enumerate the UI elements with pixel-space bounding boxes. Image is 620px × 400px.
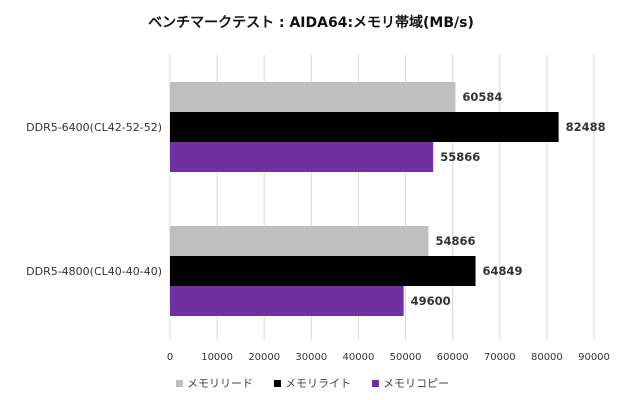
x-tick-label: 50000 bbox=[390, 352, 422, 363]
data-label: 54866 bbox=[435, 234, 475, 248]
x-tick-label: 30000 bbox=[295, 352, 327, 363]
x-tick-label: 10000 bbox=[201, 352, 233, 363]
chart-title: ベンチマークテスト : AIDA64:メモリ帯域(MB/s) bbox=[148, 14, 474, 31]
data-label: 64849 bbox=[483, 264, 523, 278]
bar bbox=[170, 286, 404, 316]
bar bbox=[170, 226, 428, 256]
x-tick-label: 20000 bbox=[248, 352, 280, 363]
legend-label: メモリライト bbox=[285, 377, 351, 390]
bar bbox=[170, 142, 433, 172]
category-label: DDR5-6400(CL42-52-52) bbox=[26, 121, 162, 134]
legend-swatch bbox=[372, 380, 379, 387]
bars bbox=[170, 82, 559, 316]
x-tick-label: 40000 bbox=[343, 352, 375, 363]
category-label: DDR5-4800(CL40-40-40) bbox=[26, 265, 162, 278]
bar bbox=[170, 82, 455, 112]
x-tick-label: 90000 bbox=[578, 352, 610, 363]
x-tick-label: 70000 bbox=[484, 352, 516, 363]
data-label: 49600 bbox=[411, 294, 451, 308]
bar bbox=[170, 256, 476, 286]
data-label: 82488 bbox=[566, 120, 606, 134]
data-label: 55866 bbox=[440, 150, 480, 164]
legend-label: メモリコピー bbox=[383, 377, 449, 390]
x-tick-label: 80000 bbox=[531, 352, 563, 363]
x-tick-label: 0 bbox=[167, 352, 173, 363]
x-tick-label: 60000 bbox=[437, 352, 469, 363]
bar bbox=[170, 112, 559, 142]
legend-swatch bbox=[274, 380, 281, 387]
legend-swatch bbox=[176, 380, 183, 387]
data-label: 60584 bbox=[462, 90, 502, 104]
legend-label: メモリリード bbox=[187, 377, 253, 390]
legend: メモリリード メモリライト メモリコピー bbox=[176, 377, 449, 390]
